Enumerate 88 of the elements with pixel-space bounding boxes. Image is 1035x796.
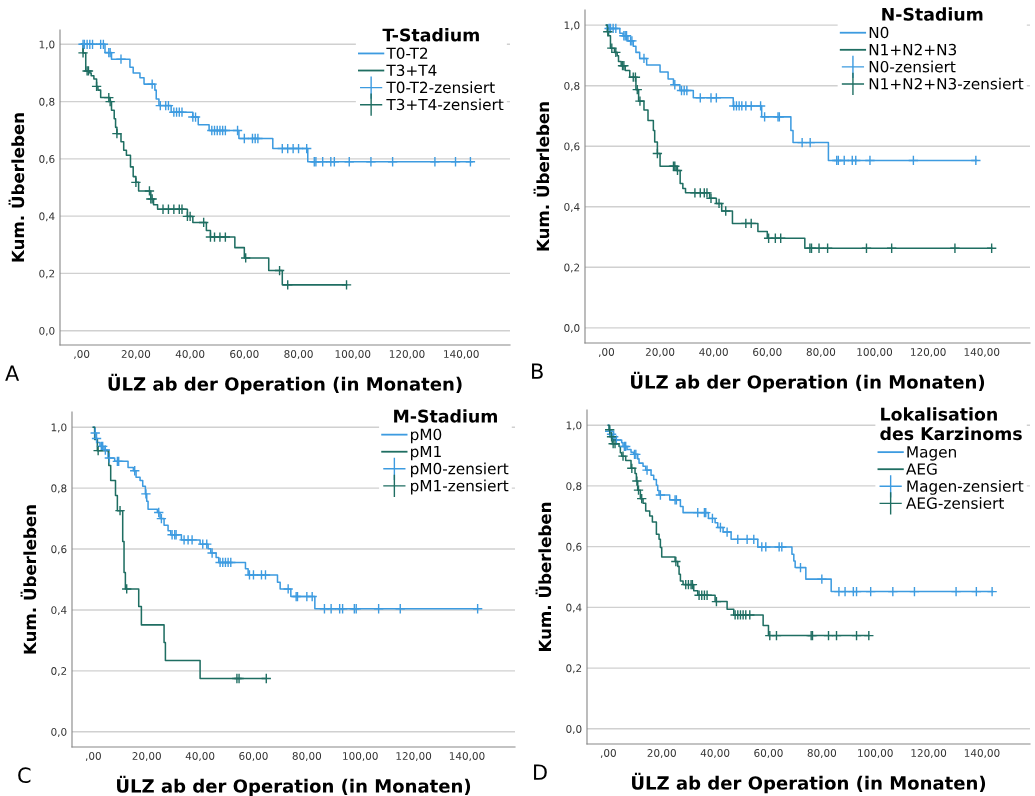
text: B (532, 363, 543, 379)
y-tick-label: 0,6 (39, 155, 55, 165)
x-tick-label: 120,00 (911, 348, 946, 357)
x-tick-label: 140,00 (444, 350, 479, 359)
x-tick-label: 40,00 (175, 350, 205, 359)
legend-title: M-Stadium (394, 409, 497, 423)
y-tick-label: 0,0 (566, 725, 582, 734)
y-tick-label: 0,6 (51, 545, 67, 555)
legend-label: T3+T4 (386, 64, 437, 77)
x-tick-label: ,00 (85, 752, 101, 761)
text: C (18, 767, 31, 784)
y-tick-label: 0,6 (564, 142, 580, 152)
legend-label: T3+T4-zensiert (386, 98, 504, 111)
legend-title: T-Stadium (382, 28, 479, 42)
y-tick-label: 0,8 (51, 484, 67, 494)
y-axis-title: Kum. Überleben (8, 113, 25, 262)
legend-label: T0-T2 (386, 47, 428, 60)
text: D (534, 764, 547, 780)
x-tick-label: 140,00 (964, 348, 1000, 357)
y-tick-label: 1,0 (39, 40, 55, 50)
x-axis-title: ÜLZ ab der Operation (in Monaten) (631, 371, 985, 393)
legend-title: Lokalisation des Karzinoms (880, 407, 1022, 441)
legend-label: Magen (907, 446, 956, 461)
y-tick-label: 1,0 (564, 21, 580, 31)
x-tick-label: 20,00 (132, 752, 161, 761)
y-tick-label: 0,4 (564, 203, 580, 212)
y-tick-label: 1,0 (51, 423, 67, 433)
y-tick-label: 0,0 (564, 324, 580, 334)
y-tick-label: 1,0 (566, 421, 582, 431)
y-tick-label: 0,6 (566, 542, 582, 552)
y-tick-label: 0,2 (566, 664, 582, 674)
x-tick-label: 60,00 (230, 350, 259, 359)
x-tick-label: 60,00 (753, 348, 782, 357)
x-tick-label: 40,00 (185, 752, 215, 761)
x-tick-label: 40,00 (700, 749, 730, 758)
y-axis-title: Kum. Überleben (533, 102, 550, 251)
x-tick-label: 120,00 (396, 752, 432, 761)
x-axis-title: ÜLZ ab der Operation (in Monaten) (632, 772, 986, 794)
x-axis-title: ÜLZ ab der Operation (in Monaten) (117, 775, 471, 796)
legend-label: N1+N2+N3 (869, 43, 957, 56)
x-tick-label: ,00 (600, 749, 616, 758)
y-tick-label: 0,4 (39, 212, 55, 222)
x-tick-label: 20,00 (645, 348, 675, 357)
x-tick-label: 80,00 (284, 350, 313, 359)
legend-title: N-Stadium (882, 7, 983, 21)
legend-label: N1+N2+N3-zensiert (869, 77, 1024, 90)
y-axis-title: Kum. Überleben (535, 502, 552, 652)
legend-label: AEG-zensiert (906, 497, 1004, 509)
x-tick-label: 140,00 (449, 752, 485, 761)
x-tick-label: 80,00 (292, 752, 322, 761)
x-tick-label: 20,00 (121, 350, 151, 359)
legend-label: Magen-zensiert (907, 480, 1024, 495)
x-tick-label: ,00 (598, 348, 615, 357)
y-axis-title: Kum. Überleben (20, 505, 37, 654)
x-tick-label: 40,00 (699, 348, 728, 357)
x-tick-label: ,00 (74, 350, 90, 359)
text: A (5, 365, 20, 381)
legend-label: N0-zensiert (869, 60, 956, 73)
x-tick-label: 80,00 (806, 348, 836, 357)
legend-label: T0-T2-zensiert (386, 81, 495, 94)
y-tick-label: 0,8 (39, 97, 55, 107)
y-tick-label: 0,8 (566, 482, 582, 492)
y-tick-label: 0,4 (51, 606, 67, 616)
y-tick-label: 0,2 (564, 263, 580, 273)
legend-label: pM0 (411, 428, 442, 444)
x-tick-label: 100,00 (857, 348, 893, 357)
x-axis-title: ÜLZ ab der Operation (in Monaten) (108, 373, 462, 395)
x-tick-label: 100,00 (343, 752, 378, 761)
legend-label: pM1-zensiert (411, 479, 509, 495)
legend-label: AEG (906, 463, 937, 475)
x-tick-label: 100,00 (858, 749, 893, 758)
y-tick-label: 0,2 (51, 667, 67, 677)
x-tick-label: 20,00 (647, 749, 676, 758)
y-tick-label: 0,8 (564, 81, 580, 91)
y-tick-label: 0,0 (39, 326, 55, 336)
y-tick-label: 0,4 (566, 603, 582, 613)
x-tick-label: 80,00 (807, 749, 837, 758)
y-tick-label: 0,0 (51, 728, 67, 737)
x-tick-label: 100,00 (335, 350, 371, 359)
x-tick-label: 120,00 (911, 749, 947, 758)
x-tick-label: 60,00 (239, 752, 268, 761)
y-tick-label: 0,2 (39, 269, 55, 279)
legend-label: pM1 (411, 445, 441, 461)
x-tick-label: 140,00 (964, 749, 1000, 758)
x-tick-label: 120,00 (389, 350, 425, 359)
legend-label: pM0-zensiert (411, 462, 509, 478)
legend-label: N0 (869, 26, 889, 39)
x-tick-label: 60,00 (754, 749, 783, 758)
